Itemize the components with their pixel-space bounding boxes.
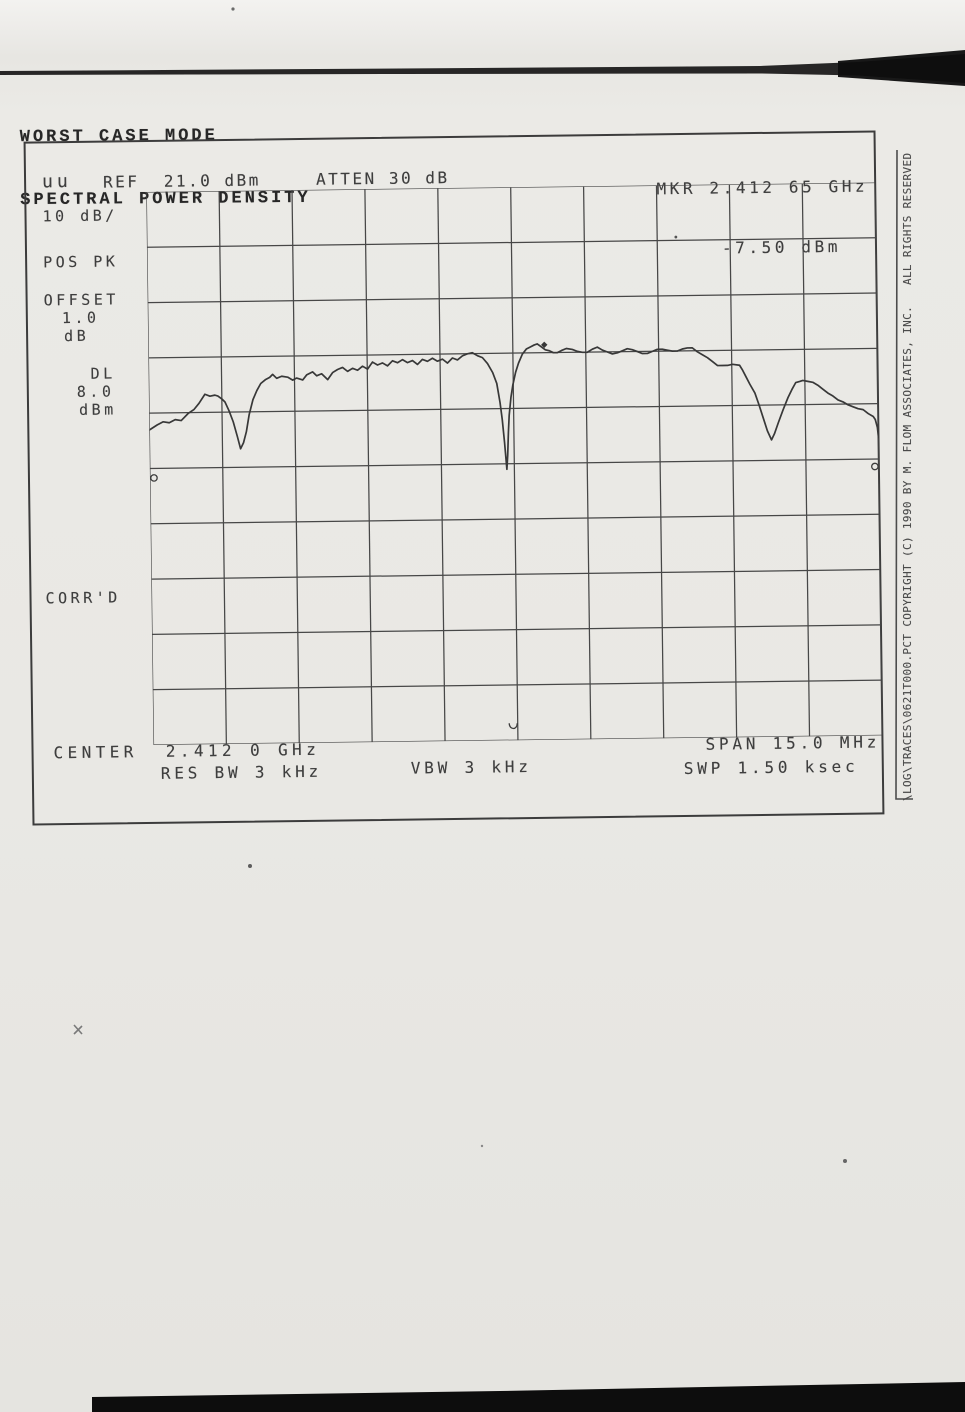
spectrum-trace (148, 343, 880, 471)
trace-marker (541, 341, 548, 349)
top-right-dark-wedge (838, 50, 965, 86)
grid-hline (153, 734, 883, 745)
corrected-label: CORR'D (45, 588, 121, 608)
graticule-svg (146, 182, 883, 745)
vbw-label: VBW 3 kHz (410, 757, 532, 778)
display-line-left-mark (150, 474, 158, 482)
spectrum-analyzer-plot: uu REF 21.0 dBm ATTEN 30 dB MKR 2.412 65… (23, 130, 885, 826)
display-line-value: 8.0 (76, 382, 115, 401)
res-bw-label: RES BW 3 kHz (160, 761, 323, 783)
top-fold-line (0, 54, 965, 83)
scan-speck (480, 1144, 484, 1148)
scan-speck (843, 1159, 847, 1163)
grid-hline (150, 513, 880, 525)
offset-label: OFFSET (43, 290, 119, 310)
display-line-right-mark (871, 462, 879, 471)
detector-label: POS PK (43, 252, 119, 272)
scan-speck (674, 235, 678, 239)
grid-vline (146, 191, 155, 745)
grid-hline (147, 292, 877, 304)
span-label: SPAN 15.0 MHz (705, 732, 881, 754)
scan-speck-x (73, 1024, 83, 1035)
grid-hline (146, 237, 876, 248)
scale-label: 10 dB/ (42, 206, 118, 226)
offset-units: dB (63, 326, 90, 346)
grid-hline (151, 568, 881, 580)
center-frequency-mark (508, 723, 518, 730)
scan-speck (248, 864, 252, 868)
side-copyright-note: \LOG\TRACES\0621T000.PCT COPYRIGHT (C) 1… (901, 152, 914, 801)
sweep-label: SWP 1.50 ksec (683, 756, 859, 779)
grid-hline (148, 347, 878, 359)
ref-level-label: REF 21.0 dBm (102, 170, 261, 192)
offset-value: 1.0 (61, 308, 100, 328)
bottom-dark-band (92, 1382, 965, 1412)
center-frequency-label: CENTER 2.412 0 GHz (53, 739, 321, 763)
scan-speck (231, 7, 235, 11)
display-line-label: DL (90, 364, 116, 383)
grid-hline (152, 624, 881, 635)
grid-hline (152, 679, 882, 691)
display-line-units: dBm (78, 400, 117, 419)
grid-hline (149, 458, 879, 470)
attenuation-label: ATTEN 30 dB (315, 168, 450, 189)
grid-hline (146, 182, 876, 193)
uncal-indicator: uu (41, 170, 72, 193)
grid-hline (149, 403, 879, 414)
